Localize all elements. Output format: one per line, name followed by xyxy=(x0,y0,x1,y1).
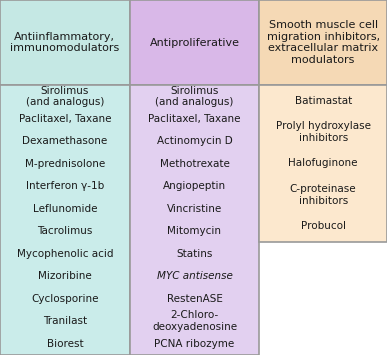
Text: Biorest: Biorest xyxy=(46,339,83,349)
Text: C-proteinase
inhibitors: C-proteinase inhibitors xyxy=(290,184,356,206)
Bar xyxy=(0,0,130,85)
Text: Statins: Statins xyxy=(176,249,212,259)
Text: Vincristine: Vincristine xyxy=(167,204,222,214)
Text: Leflunomide: Leflunomide xyxy=(33,204,97,214)
Text: RestenASE: RestenASE xyxy=(166,294,223,304)
Text: Dexamethasone: Dexamethasone xyxy=(22,136,108,146)
Bar xyxy=(259,85,387,242)
Text: 2-Chloro-
deoxyadenosine: 2-Chloro- deoxyadenosine xyxy=(152,311,237,332)
Text: Batimastat: Batimastat xyxy=(295,96,352,106)
Text: Smooth muscle cell
migration inhibitors,
extracellular matrix
modulators: Smooth muscle cell migration inhibitors,… xyxy=(267,20,380,65)
Bar xyxy=(130,0,259,85)
Text: Sirolimus
(and analogus): Sirolimus (and analogus) xyxy=(155,86,234,107)
Text: Actinomycin D: Actinomycin D xyxy=(157,136,232,146)
Text: PCNA ribozyme: PCNA ribozyme xyxy=(154,339,235,349)
Text: Paclitaxel, Taxane: Paclitaxel, Taxane xyxy=(148,114,241,124)
Text: Sirolimus
(and analogus): Sirolimus (and analogus) xyxy=(26,86,104,107)
Text: Mizoribine: Mizoribine xyxy=(38,271,92,281)
Text: Tacrolimus: Tacrolimus xyxy=(37,226,92,236)
Text: Cyclosporine: Cyclosporine xyxy=(31,294,99,304)
Text: Antiproliferative: Antiproliferative xyxy=(149,38,240,48)
Text: Tranilast: Tranilast xyxy=(43,316,87,326)
Text: Prolyl hydroxylase
inhibitors: Prolyl hydroxylase inhibitors xyxy=(276,121,371,143)
Text: Paclitaxel, Taxane: Paclitaxel, Taxane xyxy=(19,114,111,124)
Bar xyxy=(259,0,387,85)
Text: MYC antisense: MYC antisense xyxy=(156,271,233,281)
Text: Angiopeptin: Angiopeptin xyxy=(163,181,226,191)
Text: Interferon γ-1b: Interferon γ-1b xyxy=(26,181,104,191)
Bar xyxy=(0,85,130,355)
Text: Methotrexate: Methotrexate xyxy=(159,159,229,169)
Text: M-prednisolone: M-prednisolone xyxy=(25,159,105,169)
Text: Antiinflammatory,
immunomodulators: Antiinflammatory, immunomodulators xyxy=(10,32,120,53)
Text: Mitomycin: Mitomycin xyxy=(168,226,221,236)
Bar xyxy=(130,85,259,355)
Text: Mycophenolic acid: Mycophenolic acid xyxy=(17,249,113,259)
Text: Halofuginone: Halofuginone xyxy=(288,158,358,168)
Text: Probucol: Probucol xyxy=(301,221,346,231)
